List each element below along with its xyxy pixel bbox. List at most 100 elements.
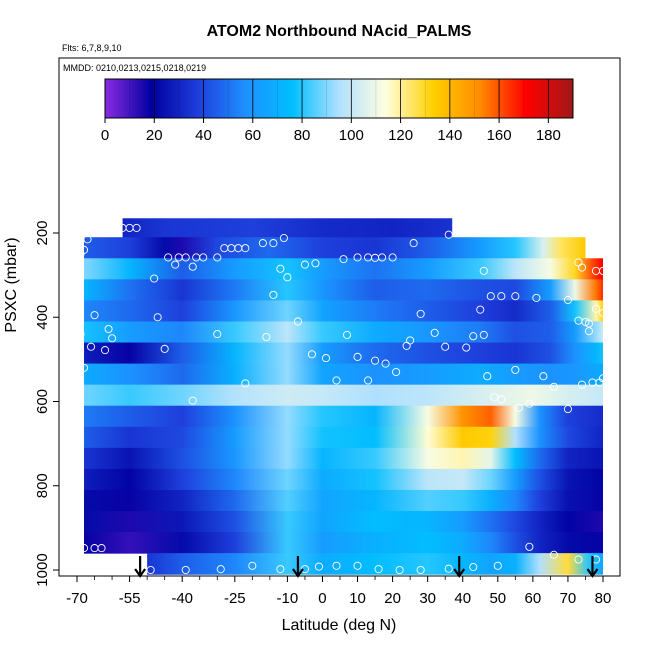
sample-point bbox=[76, 250, 85, 259]
sample-point bbox=[493, 561, 502, 570]
sample-point bbox=[532, 293, 541, 302]
colorbar: 0 20 40 60 80 100 120 140 160 180 bbox=[101, 78, 574, 144]
sample-point bbox=[269, 290, 278, 299]
sample-point bbox=[181, 565, 190, 575]
sample-point bbox=[300, 260, 309, 269]
sample-point bbox=[311, 259, 320, 268]
heatmap-layers bbox=[84, 218, 604, 575]
sample-point bbox=[378, 253, 387, 262]
heatmap-band bbox=[84, 405, 604, 428]
heatmap-band bbox=[84, 489, 604, 512]
sample-point bbox=[171, 260, 180, 269]
heatmap-band bbox=[84, 237, 586, 259]
sample-point bbox=[307, 350, 316, 359]
sample-point bbox=[416, 565, 425, 575]
colorbar-tick-label: 60 bbox=[244, 127, 261, 144]
sample-point bbox=[262, 332, 271, 342]
colorbar-tick-label: 160 bbox=[487, 127, 512, 144]
sample-point bbox=[511, 292, 520, 301]
sample-point bbox=[248, 561, 257, 570]
sample-point bbox=[160, 344, 169, 353]
sample-point bbox=[497, 395, 506, 404]
sample-point bbox=[514, 403, 523, 412]
chart-title: ATOM2 Northbound NAcid_PALMS bbox=[207, 23, 472, 40]
sample-point bbox=[332, 561, 341, 570]
sample-point bbox=[279, 234, 288, 243]
sample-point bbox=[314, 562, 324, 571]
heatmap-band bbox=[147, 553, 603, 575]
sample-point bbox=[164, 253, 173, 262]
heatmap-band bbox=[84, 363, 604, 386]
heatmap-band bbox=[84, 300, 604, 322]
sample-point bbox=[479, 330, 488, 339]
sample-point bbox=[150, 274, 159, 283]
sample-point bbox=[598, 374, 608, 383]
colorbar-tick-label: 20 bbox=[146, 127, 163, 144]
x-axis: -70 -55 -40 -25 -10 0 10 20 30 40 50 60 70 80 bbox=[66, 576, 611, 607]
heatmap-band bbox=[84, 468, 604, 491]
y-tick-label: 600 bbox=[34, 389, 51, 414]
colorbar-gradient bbox=[104, 78, 574, 119]
heatmap-band bbox=[122, 218, 453, 240]
sample-points bbox=[76, 223, 608, 575]
sample-point bbox=[430, 328, 439, 337]
dates-subtitle: MMDD: 0210,0213,0215,0218,0219 bbox=[63, 63, 206, 73]
sample-point bbox=[216, 565, 225, 574]
x-tick-label: 80 bbox=[595, 590, 612, 607]
sample-point bbox=[86, 342, 96, 351]
sample-point bbox=[462, 343, 471, 352]
y-tick-label: 800 bbox=[34, 473, 51, 498]
sample-point bbox=[444, 564, 453, 573]
sample-point bbox=[476, 305, 485, 314]
sample-point bbox=[364, 376, 373, 385]
sample-point bbox=[395, 565, 404, 575]
sample-point bbox=[241, 379, 250, 388]
sample-point bbox=[441, 342, 450, 351]
y-tick-label: 400 bbox=[34, 305, 51, 330]
sample-point bbox=[342, 330, 352, 339]
sample-point bbox=[79, 363, 89, 372]
sample-point bbox=[444, 230, 453, 239]
x-tick-label: 20 bbox=[384, 590, 401, 607]
sample-point bbox=[108, 334, 117, 343]
sample-point bbox=[199, 253, 208, 262]
sample-point bbox=[83, 235, 92, 244]
sample-point bbox=[283, 273, 292, 282]
sample-point bbox=[525, 542, 534, 551]
y-axis-label: PSXC (mbar) bbox=[3, 237, 20, 332]
x-tick-label: 10 bbox=[349, 590, 366, 607]
sample-point bbox=[563, 295, 572, 305]
sample-point bbox=[469, 563, 478, 572]
sample-point bbox=[258, 239, 267, 248]
sample-point bbox=[76, 330, 85, 339]
sample-point bbox=[549, 382, 558, 391]
sample-point bbox=[591, 304, 601, 313]
sample-point bbox=[188, 262, 197, 271]
sample-point bbox=[276, 264, 285, 273]
sample-point bbox=[416, 309, 425, 318]
heatmap-band bbox=[84, 532, 604, 554]
sample-point bbox=[486, 292, 495, 301]
sample-point bbox=[511, 365, 520, 374]
y-tick-label: 200 bbox=[34, 220, 51, 245]
colorbar-tick-label: 120 bbox=[388, 127, 413, 144]
heatmap-band bbox=[84, 321, 604, 344]
x-axis-label: Latitude (deg N) bbox=[282, 617, 397, 634]
sample-point bbox=[371, 356, 380, 365]
sample-point bbox=[539, 372, 548, 381]
heatmap-band bbox=[84, 511, 604, 533]
sample-point bbox=[300, 565, 309, 574]
x-tick-label: 40 bbox=[454, 590, 471, 607]
x-tick-label: -25 bbox=[224, 590, 246, 607]
sample-point bbox=[584, 327, 594, 336]
x-tick-label: -70 bbox=[66, 590, 88, 607]
flights-subtitle: Flts: 6,7,8,9,10 bbox=[62, 43, 122, 53]
sample-point bbox=[549, 550, 558, 559]
heatmap-band bbox=[84, 447, 604, 470]
x-tick-label: 0 bbox=[318, 590, 326, 607]
sample-point bbox=[332, 376, 341, 385]
colorbar-tick-label: 100 bbox=[339, 127, 364, 144]
sample-point bbox=[388, 253, 397, 262]
sample-point bbox=[101, 346, 110, 355]
sample-point bbox=[79, 544, 89, 553]
